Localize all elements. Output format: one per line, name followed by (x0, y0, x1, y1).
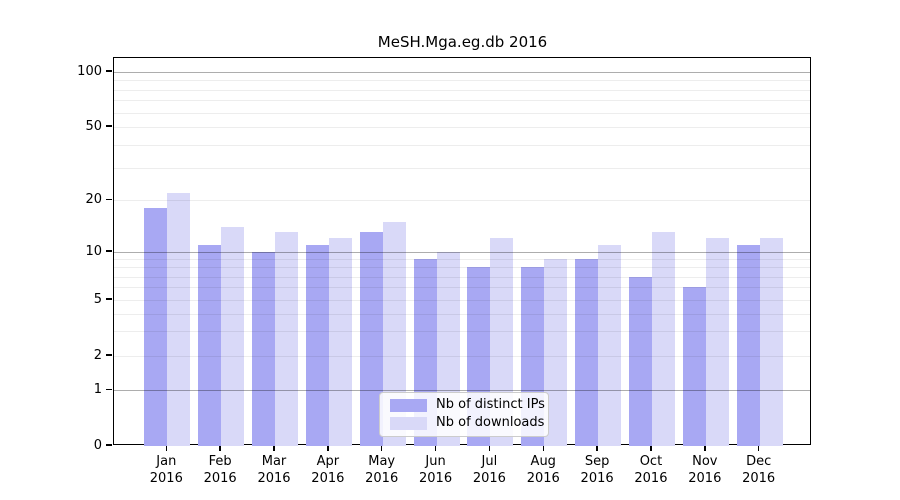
bar-distinct-ips-jan (144, 208, 168, 446)
y-tick-mark-2 (106, 354, 112, 356)
legend-label-downloads: Nb of downloads (436, 415, 545, 430)
grid-line-minor-20 (114, 200, 810, 202)
bar-downloads-nov (705, 238, 729, 446)
bar-downloads-apr (328, 238, 352, 446)
grid-line-minor-30 (114, 167, 810, 169)
legend-swatch-distinct-ips (390, 398, 427, 412)
bar-downloads-aug (544, 259, 568, 446)
grid-line-minor-8 (114, 267, 810, 269)
bar-distinct-ips-oct (628, 276, 652, 446)
grid-line-major-1 (114, 390, 810, 392)
y-tick-label-0: 0 (93, 437, 102, 453)
y-tick-label-5: 5 (93, 291, 102, 307)
x-tick-label-oct: Oct 2016 (634, 454, 668, 486)
bar-downloads-mar (275, 232, 298, 446)
bar-downloads-feb (221, 226, 245, 446)
y-tick-label-50: 50 (85, 118, 102, 134)
x-tick-mark-may (380, 445, 383, 451)
x-tick-mark-nov (704, 445, 706, 451)
grid-line-major-10 (114, 252, 810, 253)
x-tick-label-feb: Feb 2016 (203, 454, 237, 486)
x-tick-mark-mar (273, 445, 275, 451)
bar-distinct-ips-sep (575, 259, 599, 446)
bar-distinct-ips-dec (736, 244, 760, 446)
grid-line-minor-4 (114, 313, 810, 315)
x-tick-mark-oct (650, 445, 652, 451)
x-tick-mark-apr (327, 445, 329, 451)
grid-line-major-100 (114, 72, 810, 73)
x-tick-mark-dec (757, 445, 760, 451)
grid-line-minor-3 (114, 331, 810, 333)
x-tick-label-jul: Jul 2016 (472, 454, 506, 486)
x-tick-mark-jan (165, 445, 168, 451)
y-tick-mark-20 (106, 198, 112, 201)
y-tick-label-10: 10 (85, 243, 102, 259)
bar-distinct-ips-nov (682, 287, 706, 446)
x-tick-label-jun: Jun 2016 (419, 454, 453, 486)
x-tick-label-aug: Aug 2016 (526, 454, 560, 486)
bar-distinct-ips-apr (305, 244, 329, 446)
bar-downloads-oct (651, 232, 675, 446)
legend-item-distinct-ips: Nb of distinct IPs (390, 398, 545, 412)
x-tick-label-nov: Nov 2016 (688, 454, 722, 486)
y-tick-mark-50 (106, 125, 112, 127)
legend: Nb of distinct IPs Nb of downloads (379, 392, 549, 437)
grid-line-minor-40 (114, 144, 810, 146)
y-tick-label-20: 20 (85, 191, 102, 207)
bar-distinct-ips-mar (252, 252, 275, 446)
x-tick-label-mar: Mar 2016 (257, 454, 291, 486)
grid-line-minor-7 (114, 276, 810, 278)
grid-line-minor-60 (114, 112, 810, 114)
grid-line-minor-9 (114, 259, 810, 261)
grid-line-minor-5 (114, 300, 810, 301)
x-tick-label-may: May 2016 (365, 454, 399, 486)
x-tick-label-apr: Apr 2016 (311, 454, 345, 486)
y-tick-mark-1 (106, 388, 112, 391)
x-tick-label-jan: Jan 2016 (149, 454, 183, 486)
x-tick-label-sep: Sep 2016 (580, 454, 614, 486)
x-tick-mark-aug (542, 445, 544, 451)
chart-title: MeSH.Mga.eg.db 2016 (377, 33, 548, 51)
y-tick-label-2: 2 (93, 347, 102, 363)
y-tick-mark-0 (106, 444, 112, 446)
x-tick-mark-jun (434, 445, 437, 451)
grid-line-minor-2 (114, 356, 810, 357)
legend-swatch-downloads (390, 416, 427, 430)
bar-downloads-jan (167, 192, 191, 446)
y-tick-label-100: 100 (77, 63, 102, 79)
bar-downloads-may (382, 221, 406, 446)
y-tick-label-1: 1 (93, 381, 102, 397)
x-tick-label-dec: Dec 2016 (742, 454, 776, 486)
grid-line-minor-6 (114, 287, 810, 289)
x-tick-mark-sep (596, 445, 598, 451)
grid-line-minor-90 (114, 80, 810, 82)
plot-area (113, 57, 811, 446)
y-tick-mark-10 (106, 250, 112, 252)
legend-item-downloads: Nb of downloads (390, 416, 544, 430)
bar-downloads-sep (598, 244, 622, 446)
y-tick-mark-5 (106, 298, 112, 300)
x-tick-mark-feb (219, 445, 221, 451)
bar-distinct-ips-feb (198, 244, 222, 446)
grid-line-minor-70 (114, 100, 810, 102)
bar-downloads-dec (759, 238, 783, 446)
x-tick-mark-jul (488, 445, 491, 451)
bar-distinct-ips-may (359, 232, 383, 446)
y-tick-mark-100 (106, 70, 112, 72)
grid-line-minor-80 (114, 89, 810, 91)
legend-label-distinct-ips: Nb of distinct IPs (436, 397, 545, 412)
grid-line-minor-50 (114, 127, 810, 128)
